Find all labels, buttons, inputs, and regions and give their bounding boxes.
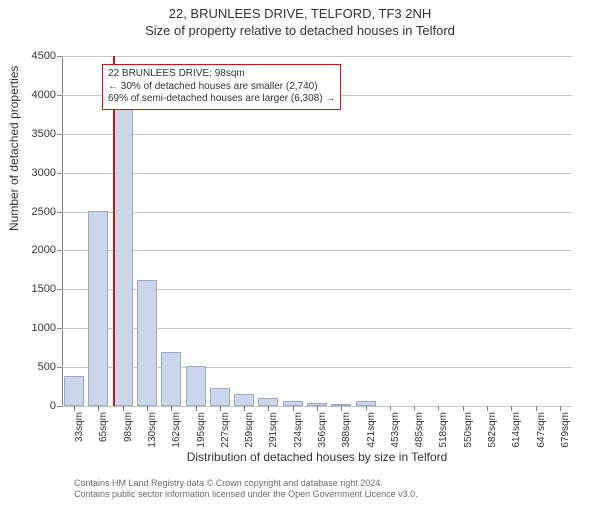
y-tick-mark [57, 173, 62, 174]
x-tick-mark [147, 406, 148, 411]
x-tick-mark [366, 406, 367, 411]
x-tick-label: 356sqm [317, 412, 328, 452]
x-tick-mark [487, 406, 488, 411]
x-tick-mark [317, 406, 318, 411]
histogram-bar [186, 366, 206, 406]
y-tick-mark [57, 95, 62, 96]
x-tick-label: 33sqm [74, 412, 85, 452]
x-tick-mark [123, 406, 124, 411]
x-tick-label: 647sqm [536, 412, 547, 452]
histogram-bar [210, 388, 230, 406]
y-tick-mark [57, 367, 62, 368]
y-tick-label: 3500 [16, 128, 56, 140]
x-axis-label: Distribution of detached houses by size … [62, 450, 572, 464]
y-tick-label: 4000 [16, 89, 56, 101]
x-tick-mark [390, 406, 391, 411]
x-tick-label: 324sqm [293, 412, 304, 452]
x-tick-mark [341, 406, 342, 411]
y-tick-mark [57, 56, 62, 57]
x-tick-label: 582sqm [487, 412, 498, 452]
y-gridline [62, 250, 572, 251]
y-tick-label: 2500 [16, 206, 56, 218]
y-axis-line [62, 56, 63, 406]
x-tick-label: 195sqm [196, 412, 207, 452]
x-tick-label: 550sqm [463, 412, 474, 452]
x-tick-mark [414, 406, 415, 411]
x-tick-label: 227sqm [220, 412, 231, 452]
x-tick-label: 291sqm [268, 412, 279, 452]
page-title-description: Size of property relative to detached ho… [0, 23, 600, 38]
x-tick-label: 485sqm [414, 412, 425, 452]
y-tick-mark [57, 134, 62, 135]
y-tick-mark [57, 289, 62, 290]
x-tick-mark [171, 406, 172, 411]
y-gridline [62, 134, 572, 135]
annotation-line-3: 69% of semi-detached houses are larger (… [108, 93, 335, 106]
y-axis-label: Number of detached properties [7, 66, 21, 231]
footer-line-1: Contains HM Land Registry data © Crown c… [74, 478, 418, 489]
histogram-bar [64, 376, 84, 406]
footer-line-2: Contains public sector information licen… [74, 489, 418, 500]
y-tick-label: 4500 [16, 50, 56, 62]
chart-region: 05001000150020002500300035004000450033sq… [62, 56, 572, 406]
x-tick-mark [536, 406, 537, 411]
x-tick-mark [196, 406, 197, 411]
y-tick-label: 500 [16, 361, 56, 373]
x-tick-label: 679sqm [560, 412, 571, 452]
histogram-bar [88, 211, 108, 406]
y-tick-mark [57, 250, 62, 251]
x-tick-mark [244, 406, 245, 411]
x-tick-mark [98, 406, 99, 411]
y-tick-label: 3000 [16, 167, 56, 179]
y-tick-label: 1500 [16, 283, 56, 295]
histogram-bar [113, 107, 133, 406]
x-tick-label: 614sqm [511, 412, 522, 452]
x-tick-mark [560, 406, 561, 411]
page-title-address: 22, BRUNLEES DRIVE, TELFORD, TF3 2NH [0, 6, 600, 21]
annotation-box: 22 BRUNLEES DRIVE: 98sqm ← 30% of detach… [102, 64, 341, 110]
annotation-line-2: ← 30% of detached houses are smaller (2,… [108, 81, 335, 94]
x-tick-label: 453sqm [390, 412, 401, 452]
y-tick-mark [57, 328, 62, 329]
y-tick-mark [57, 212, 62, 213]
y-gridline [62, 212, 572, 213]
x-tick-label: 130sqm [147, 412, 158, 452]
x-tick-mark [511, 406, 512, 411]
x-tick-mark [74, 406, 75, 411]
x-tick-mark [293, 406, 294, 411]
x-tick-label: 162sqm [171, 412, 182, 452]
x-tick-mark [438, 406, 439, 411]
footer-attribution: Contains HM Land Registry data © Crown c… [74, 478, 418, 501]
histogram-bar [258, 398, 278, 406]
histogram-bar [137, 280, 157, 406]
x-tick-mark [463, 406, 464, 411]
y-tick-label: 2000 [16, 244, 56, 256]
histogram-bar [234, 394, 254, 406]
x-tick-label: 421sqm [366, 412, 377, 452]
x-tick-label: 98sqm [123, 412, 134, 452]
x-tick-label: 518sqm [438, 412, 449, 452]
y-tick-mark [57, 406, 62, 407]
histogram-bar [161, 352, 181, 406]
y-gridline [62, 56, 572, 57]
x-tick-label: 65sqm [98, 412, 109, 452]
y-tick-label: 1000 [16, 322, 56, 334]
x-tick-mark [268, 406, 269, 411]
x-tick-label: 388sqm [341, 412, 352, 452]
x-tick-label: 259sqm [244, 412, 255, 452]
annotation-line-1: 22 BRUNLEES DRIVE: 98sqm [108, 68, 335, 81]
x-tick-mark [220, 406, 221, 411]
y-gridline [62, 173, 572, 174]
y-tick-label: 0 [16, 400, 56, 412]
